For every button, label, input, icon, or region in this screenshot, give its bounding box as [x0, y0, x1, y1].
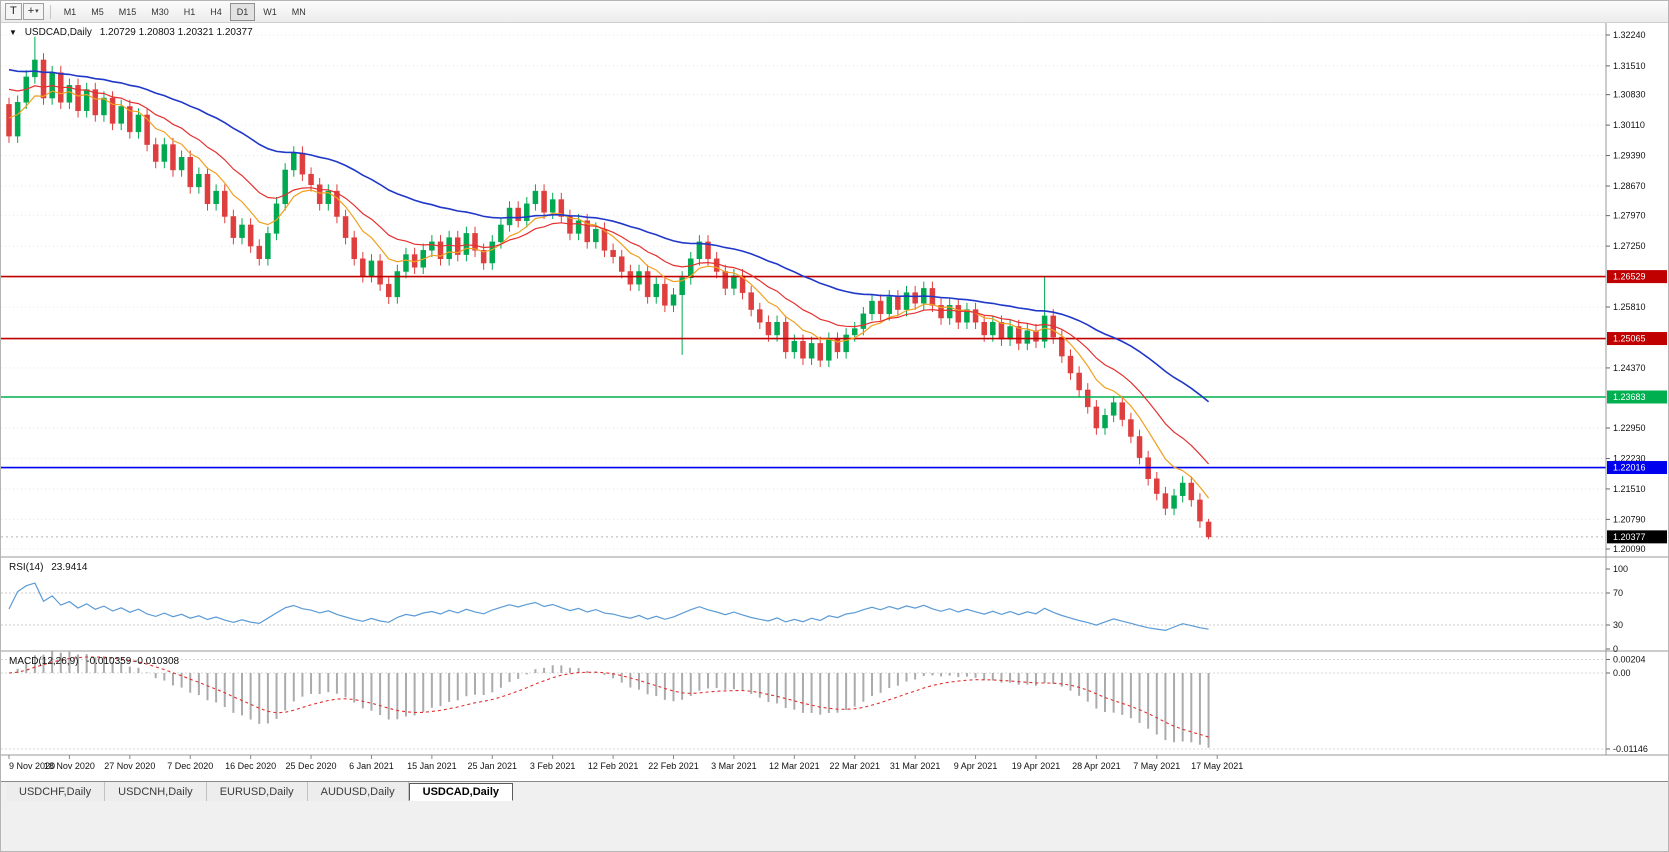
chart-canvas[interactable]: 1.32240 1.31510 1.30830 1.30110 1.29390 1.286…	[1, 23, 1669, 781]
collapse-arrow-icon[interactable]: ▼	[9, 28, 17, 37]
svg-text:3 Mar 2021: 3 Mar 2021	[711, 761, 757, 771]
price-tag-1.20377: 1.20377	[1607, 530, 1667, 544]
svg-text:6 Jan 2021: 6 Jan 2021	[349, 761, 394, 771]
symbol-title: USDCAD,Daily	[24, 27, 92, 38]
dropdown-caret-icon: ▾	[35, 8, 39, 15]
svg-text:9 Nov 2020: 9 Nov 2020	[9, 761, 55, 771]
chart-tab-usdcnh[interactable]: USDCNH,Daily	[105, 782, 207, 801]
svg-text:27 Nov 2020: 27 Nov 2020	[104, 761, 155, 771]
svg-text:1.23683: 1.23683	[1613, 392, 1646, 402]
svg-text:1.22230: 1.22230	[1613, 453, 1646, 463]
svg-text:25 Jan 2021: 25 Jan 2021	[468, 761, 518, 771]
svg-text:1.25065: 1.25065	[1613, 334, 1646, 344]
macd-label: MACD(12,26,9)	[9, 656, 79, 667]
timeframe-button-d1[interactable]: D1	[229, 2, 256, 21]
svg-text:25 Dec 2020: 25 Dec 2020	[286, 761, 337, 771]
timeframe-button-m15[interactable]: M15	[118, 6, 137, 17]
svg-text:70: 70	[1613, 588, 1623, 598]
timeframe-button-m5[interactable]: M5	[91, 6, 104, 17]
timeframe-button-m1[interactable]: M1	[63, 6, 77, 17]
chart-tab-eurusd[interactable]: EURUSD,Daily	[206, 782, 308, 801]
svg-text:1.21510: 1.21510	[1613, 484, 1646, 494]
svg-text:15 Jan 2021: 15 Jan 2021	[407, 761, 457, 771]
svg-text:1.26529: 1.26529	[1613, 272, 1646, 282]
svg-text:17 May 2021: 17 May 2021	[1191, 761, 1243, 771]
timeframe-button-mn[interactable]: MN	[291, 6, 306, 17]
svg-text:30: 30	[1613, 620, 1623, 630]
svg-text:1.22016: 1.22016	[1613, 463, 1646, 473]
svg-text:12 Mar 2021: 12 Mar 2021	[769, 761, 820, 771]
svg-text:1.30110: 1.30110	[1613, 120, 1645, 130]
timeframe-button-m30[interactable]: M30	[151, 6, 169, 17]
svg-text:1.30830: 1.30830	[1613, 90, 1646, 100]
macd-values: -0.010359 -0.010308	[86, 656, 180, 667]
svg-text:1.27970: 1.27970	[1613, 211, 1646, 221]
svg-text:22 Feb 2021: 22 Feb 2021	[648, 761, 699, 771]
window-bottom-area	[1, 801, 1668, 851]
svg-text:1.24370: 1.24370	[1613, 363, 1646, 373]
toolbar-separator	[49, 4, 51, 19]
svg-text:1.20090: 1.20090	[1613, 544, 1646, 554]
candles	[6, 36, 1212, 540]
svg-text:100: 100	[1613, 564, 1628, 574]
timeframe-button-h4[interactable]: H4	[210, 6, 222, 17]
rsi-value: 23.9414	[51, 562, 88, 573]
price-tag-1.22016: 1.22016	[1607, 461, 1667, 475]
cursor-tool-icon: T	[10, 5, 17, 17]
chart-tabs-bar: USDCHF,Daily USDCNH,Daily EURUSD,Daily AUDU…	[1, 781, 1668, 801]
svg-text:3 Feb 2021: 3 Feb 2021	[530, 761, 576, 771]
svg-text:-0.01146: -0.01146	[1613, 744, 1648, 754]
ma-40-line	[8, 68, 1210, 403]
svg-text:1.22950: 1.22950	[1613, 423, 1646, 433]
timeframe-button-w1[interactable]: W1	[263, 6, 277, 17]
svg-text:1.31510: 1.31510	[1613, 61, 1646, 71]
svg-text:1.25810: 1.25810	[1613, 302, 1646, 312]
price-tag-1.25065: 1.25065	[1607, 332, 1667, 346]
timeframe-button-h1[interactable]: H1	[183, 6, 196, 17]
svg-text:7 May 2021: 7 May 2021	[1133, 761, 1180, 771]
rsi-line	[8, 582, 1209, 632]
svg-text:0.00204: 0.00204	[1613, 654, 1646, 664]
macd-indicator-label: MACD(12,26,9) -0.010359 -0.010308	[9, 656, 184, 667]
svg-text:31 Mar 2021: 31 Mar 2021	[890, 761, 941, 771]
ma-16-line	[8, 84, 1210, 465]
svg-text:16 Dec 2020: 16 Dec 2020	[225, 761, 276, 771]
chart-tab-audusd[interactable]: AUDUSD,Daily	[307, 782, 409, 801]
svg-text:22 Mar 2021: 22 Mar 2021	[829, 761, 880, 771]
chart-toolbar: T + ▾ M1 M5 M15 M30 H1 H4 D1 W1 MN	[1, 1, 1668, 23]
chart-area: 1.32240 1.31510 1.30830 1.30110 1.29390 1.286…	[1, 23, 1669, 781]
chart-symbol-line: ▼ USDCAD,Daily 1.20729 1.20803 1.20321 1…	[9, 27, 258, 38]
svg-text:7 Dec 2020: 7 Dec 2020	[167, 761, 213, 771]
svg-text:1.20790: 1.20790	[1613, 514, 1646, 524]
chart-tab-usdcad[interactable]: USDCAD,Daily	[408, 783, 514, 801]
svg-text:28 Apr 2021: 28 Apr 2021	[1072, 761, 1121, 771]
svg-text:1.28670: 1.28670	[1613, 181, 1646, 191]
rsi-indicator-label: RSI(14) 23.9414	[9, 562, 92, 573]
svg-text:19 Apr 2021: 19 Apr 2021	[1012, 761, 1061, 771]
svg-text:9 Apr 2021: 9 Apr 2021	[954, 761, 998, 771]
rsi-label: RSI(14)	[9, 562, 44, 573]
price-axis[interactable]: 1.32240 1.31510 1.30830 1.30110 1.29390 1.286…	[1606, 30, 1646, 554]
svg-text:1.27250: 1.27250	[1613, 241, 1646, 251]
objects-tool-button[interactable]: + ▾	[22, 3, 44, 20]
svg-text:12 Feb 2021: 12 Feb 2021	[588, 761, 639, 771]
svg-text:1.29390: 1.29390	[1613, 151, 1646, 161]
svg-text:1.32240: 1.32240	[1613, 30, 1646, 40]
svg-text:18 Nov 2020: 18 Nov 2020	[44, 761, 95, 771]
chart-background	[1, 23, 1668, 781]
price-tag-1.23683: 1.23683	[1607, 390, 1667, 404]
svg-text:0: 0	[1613, 644, 1618, 654]
svg-text:0.00: 0.00	[1613, 668, 1631, 678]
cursor-tool-button[interactable]: T	[5, 3, 22, 20]
price-tag-1.26529: 1.26529	[1607, 270, 1667, 284]
objects-tool-icon: +	[27, 5, 35, 17]
macd-signal-line	[8, 656, 1209, 738]
ma-8-line	[8, 90, 1210, 499]
symbol-ohlc-values: 1.20729 1.20803 1.20321 1.20377	[99, 27, 253, 38]
svg-text:1.20377: 1.20377	[1613, 532, 1646, 542]
chart-tab-usdchf[interactable]: USDCHF,Daily	[6, 782, 106, 801]
